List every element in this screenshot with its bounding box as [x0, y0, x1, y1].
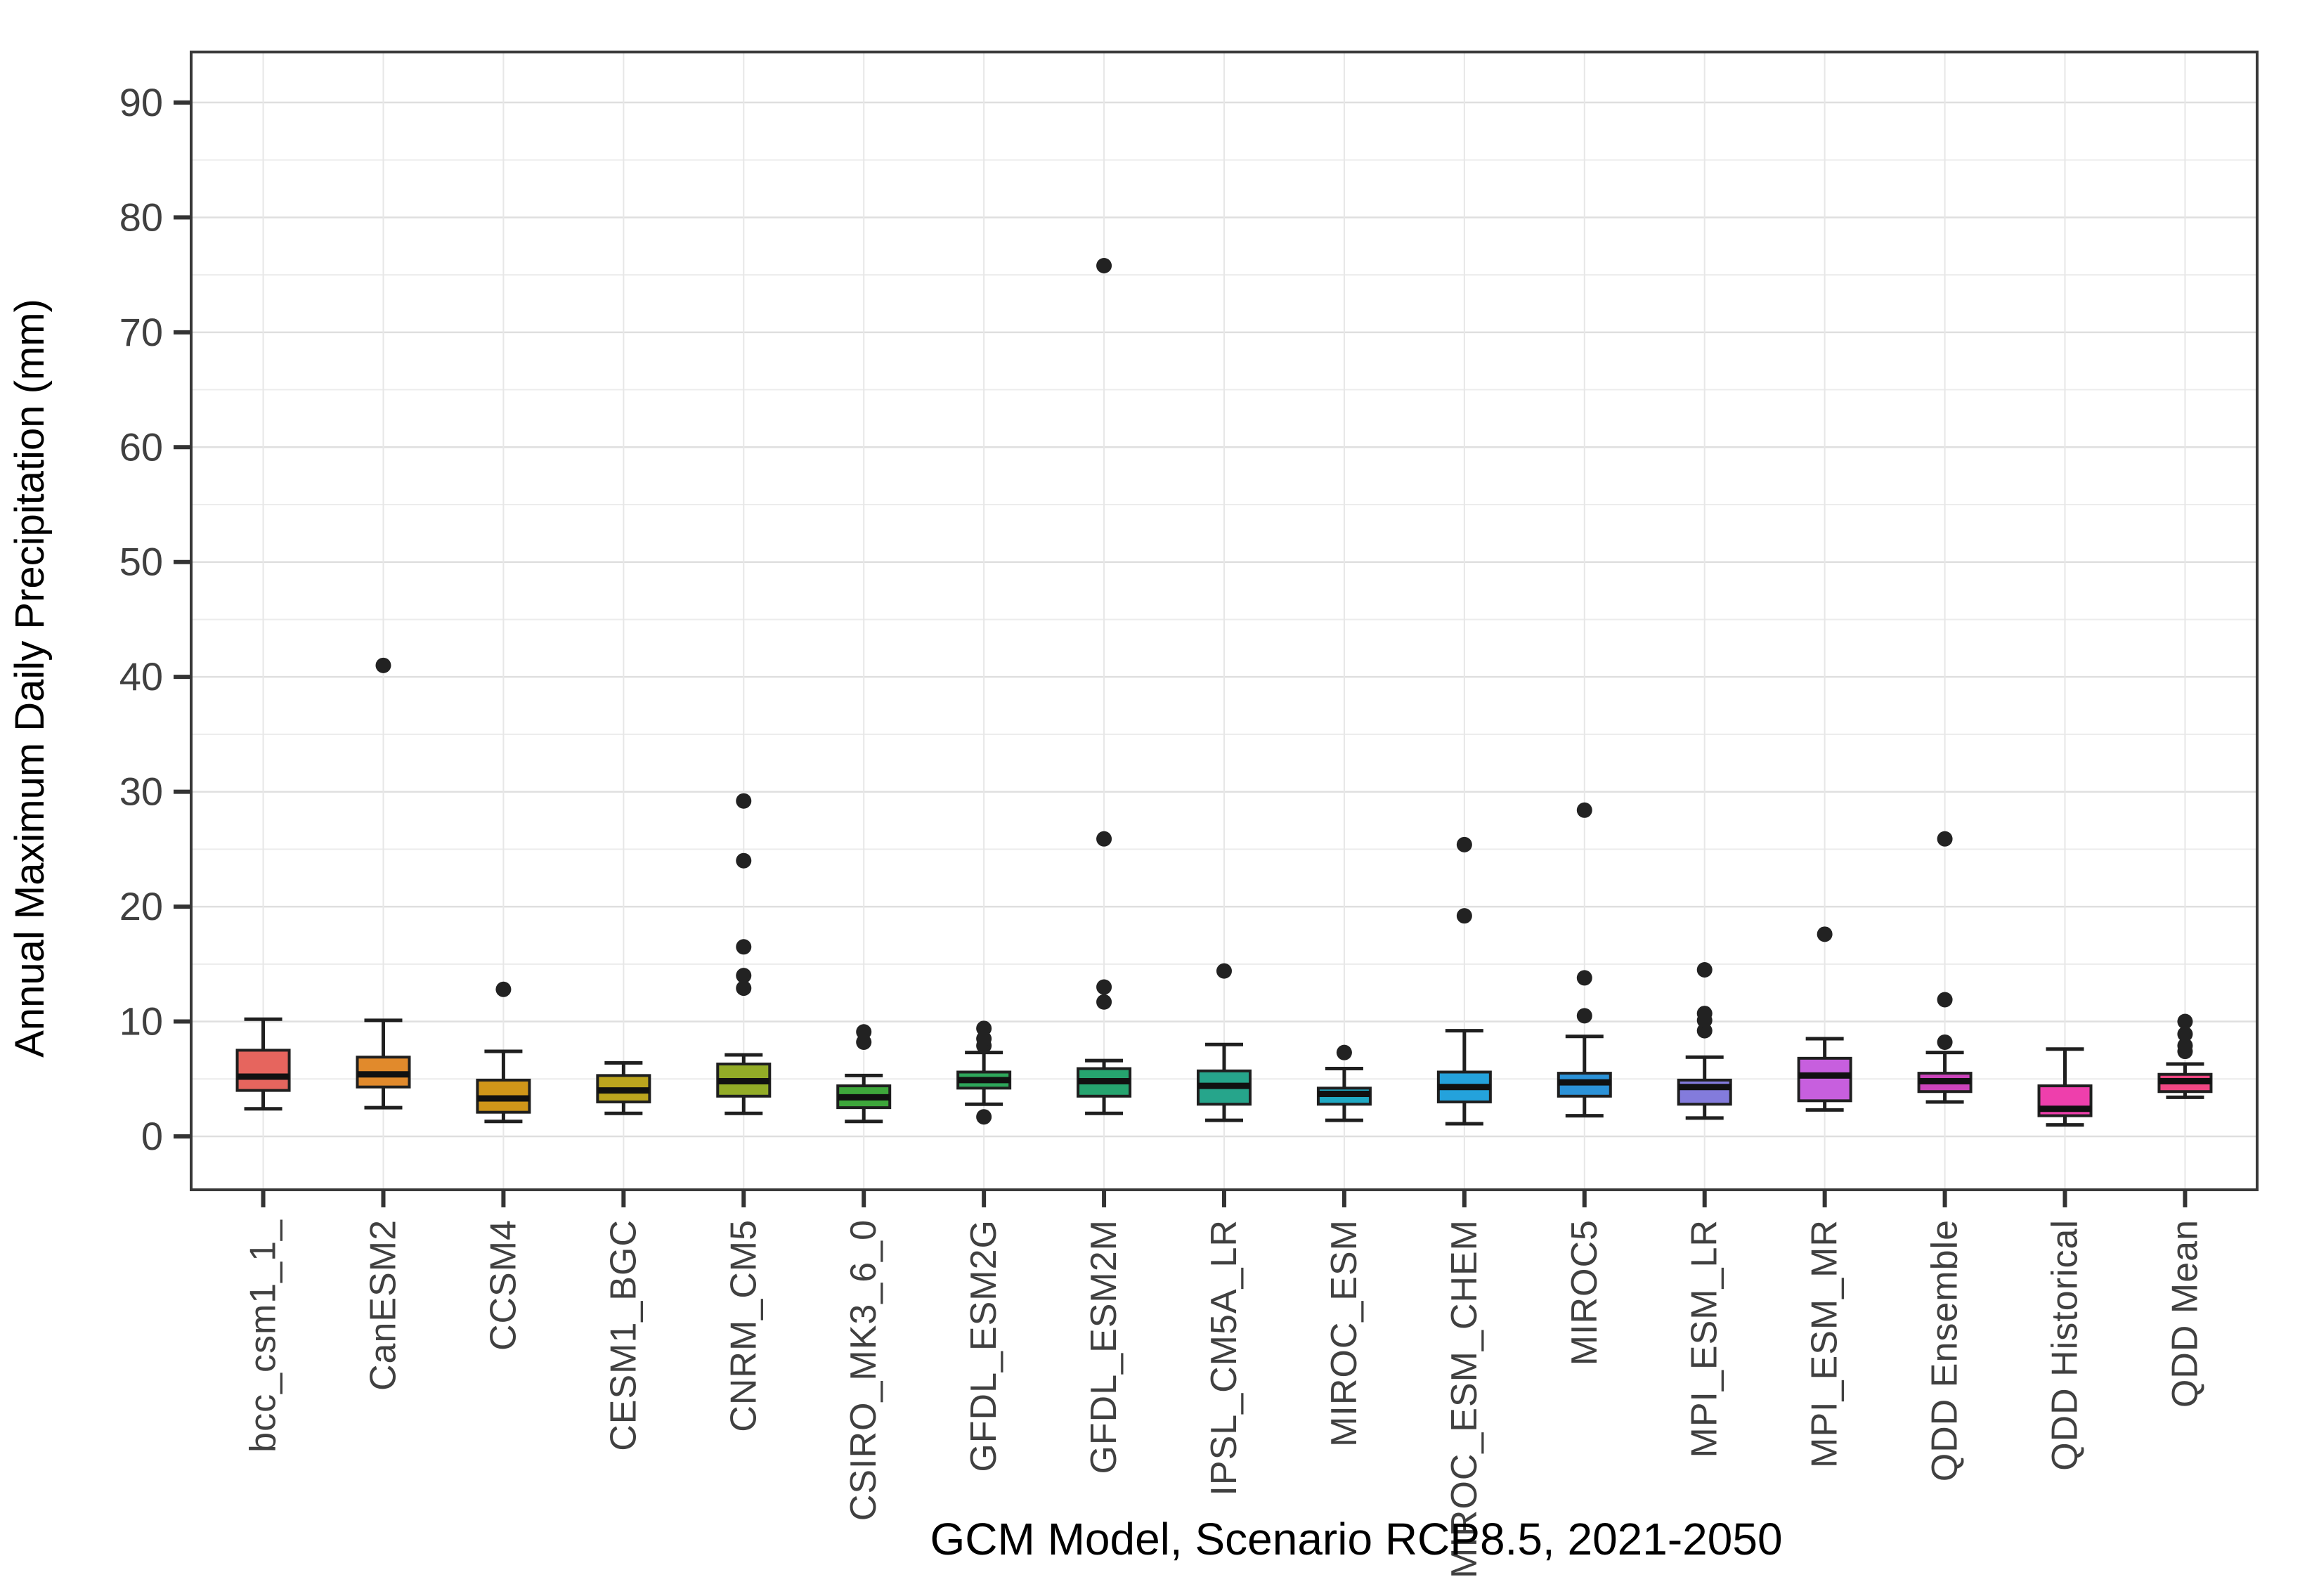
boxplot-IPSL_CM5A_LR: [1197, 963, 1252, 1122]
box: [1677, 1078, 1732, 1106]
y-tick-label: 60: [119, 424, 163, 469]
boxplot-CESM1_BGC: [596, 1060, 651, 1115]
outlier-point: [736, 939, 752, 955]
boxplot-CCSM4: [476, 981, 531, 1124]
x-tick-label: CanESM2: [363, 1219, 403, 1391]
outlier-point: [1576, 802, 1592, 818]
y-tick-label: 10: [119, 999, 163, 1044]
outlier-point: [1937, 831, 1953, 847]
boxplot-MIROC_ESM: [1316, 1044, 1372, 1122]
boxplot-MIROC5: [1557, 802, 1612, 1118]
boxplot-QDD Mean: [2157, 1013, 2213, 1099]
outlier-point: [1096, 994, 1112, 1010]
outlier-point: [375, 657, 391, 673]
plot-area: 0 10 20 30 40 50 60 70 80 90 bcc_csm1_1_ CanESM2 CCS…: [119, 51, 2259, 1578]
x-tick-label: MIROC_ESM_CHEM: [1444, 1219, 1485, 1578]
outlier-point: [2177, 1013, 2193, 1030]
box: [235, 1049, 291, 1092]
y-tick-label: 70: [119, 310, 163, 354]
outlier-point: [1216, 963, 1232, 979]
outlier-point: [1456, 836, 1472, 852]
outlier-point: [1096, 258, 1112, 274]
outlier-point: [2177, 1026, 2193, 1042]
outlier-point: [736, 980, 752, 997]
y-tick-label: 40: [119, 654, 163, 699]
outlier-point: [1096, 979, 1112, 995]
outlier-point: [736, 968, 752, 984]
y-tick-label: 30: [119, 770, 163, 814]
outlier-point: [856, 1024, 872, 1040]
x-tick-label: CCSM4: [483, 1219, 524, 1351]
boxplot-MPI_ESM_MR: [1797, 926, 1852, 1112]
y-tick-label: 80: [119, 195, 163, 239]
box: [1797, 1056, 1852, 1103]
x-tick-label: QDD Mean: [2164, 1219, 2205, 1408]
outlier-point: [1576, 970, 1592, 986]
boxplot-GFDL_ESM2M: [1077, 258, 1132, 1115]
outlier-point: [1696, 1006, 1713, 1022]
x-tick-label: MIROC5: [1564, 1219, 1605, 1365]
x-tick-label: GFDL_ESM2M: [1084, 1219, 1124, 1474]
x-axis-title: GCM Model, Scenario RCP8.5, 2021-2050: [930, 1514, 1782, 1564]
outlier-point: [1937, 1034, 1953, 1050]
boxplot-bcc_csm1_1_: [235, 1017, 291, 1111]
x-tick-label: QDD Ensemble: [1925, 1219, 1966, 1481]
boxplot-CanESM2: [356, 657, 411, 1110]
outlier-point: [1096, 831, 1112, 847]
x-tick-label: QDD Historical: [2045, 1219, 2086, 1471]
boxplot-MPI_ESM_LR: [1677, 961, 1732, 1120]
x-tick-label: GFDL_ESM2G: [963, 1219, 1004, 1472]
y-tick-label: 0: [141, 1114, 163, 1158]
boxplot-CNRM_CM5: [716, 793, 772, 1115]
x-tick-label: CESM1_BGC: [603, 1219, 644, 1451]
boxplot-QDD Ensemble: [1917, 831, 1973, 1104]
y-tick-label: 50: [119, 540, 163, 584]
boxplot-CSIRO_MK3_6_0: [836, 1024, 892, 1124]
x-tick-label: bcc_csm1_1_: [243, 1219, 284, 1453]
outlier-point: [2177, 1037, 2193, 1053]
y-tick-label: 20: [119, 884, 163, 928]
x-tick-label: MIROC_ESM: [1324, 1219, 1365, 1447]
outlier-point: [976, 1020, 992, 1037]
outlier-point: [1336, 1044, 1352, 1060]
outlier-point: [1817, 926, 1833, 942]
y-tick-label: 90: [119, 80, 163, 124]
outlier-point: [976, 1109, 992, 1125]
x-tick-label: MPI_ESM_LR: [1684, 1219, 1725, 1458]
x-tick-label: CNRM_CM5: [723, 1219, 764, 1432]
x-tick-label: MPI_ESM_MR: [1805, 1219, 1845, 1468]
boxplot-GFDL_ESM2G: [956, 1020, 1012, 1125]
outlier-point: [1576, 1008, 1592, 1024]
outlier-point: [495, 981, 512, 997]
x-tick-label: CSIRO_MK3_6_0: [843, 1219, 884, 1521]
y-axis-title: Annual Maximum Daily Precipitation (mm): [7, 299, 53, 1058]
boxplot-QDD Historical: [2037, 1047, 2093, 1127]
boxplot-MIROC_ESM_CHEM: [1436, 836, 1492, 1126]
outlier-point: [736, 852, 752, 869]
outlier-point: [1456, 908, 1472, 924]
outlier-point: [736, 793, 752, 809]
x-tick-label: IPSL_CM5A_LR: [1204, 1219, 1245, 1496]
outlier-point: [1937, 992, 1953, 1008]
outlier-point: [1696, 961, 1713, 978]
